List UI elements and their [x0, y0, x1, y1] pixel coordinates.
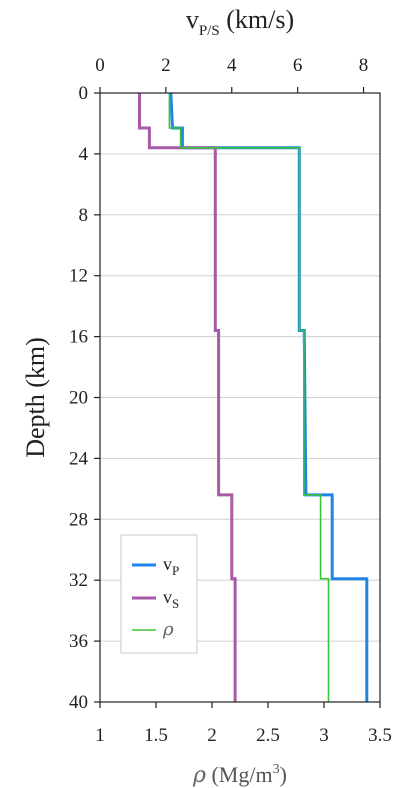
series-line-vs	[138, 93, 237, 702]
y-tick-label-16: 16	[69, 327, 88, 348]
legend-label-vp-sub: P	[172, 563, 179, 578]
top-tick-label-4: 4	[227, 55, 237, 76]
top-tick-label-8: 8	[359, 55, 369, 76]
top-axis-title-sub: P/S	[199, 23, 220, 39]
legend-label-vs: vS	[163, 587, 179, 611]
top-axis-title: vP/S (km/s)	[186, 5, 294, 39]
y-tick-label-24: 24	[69, 448, 89, 469]
y-tick-label-0: 0	[79, 83, 89, 104]
legend-label-vs-main: v	[163, 587, 172, 607]
y-tick-label-40: 40	[69, 692, 88, 713]
gridlines	[100, 153, 380, 642]
y-tick-label-36: 36	[69, 631, 88, 652]
y-tick-label-32: 32	[69, 570, 88, 591]
bottom-axis-title-suffix: )	[280, 762, 287, 787]
legend: vP vS ρ	[120, 534, 198, 654]
y-tick-label-20: 20	[69, 388, 88, 409]
bottom-tick-label-1: 1	[95, 725, 105, 746]
bottom-tick-label-3.5: 3.5	[368, 725, 392, 746]
bottom-axis-title-sup: 3	[273, 762, 280, 777]
bottom-axis-title-symbol: ρ	[192, 763, 206, 788]
legend-label-vp: vP	[163, 554, 179, 578]
bottom-tick-label-3: 3	[319, 725, 329, 746]
bottom-axis-title: ρ (Mg/m3)	[192, 762, 287, 788]
y-tick-label-12: 12	[69, 266, 88, 287]
bottom-tick-label-2.5: 2.5	[256, 725, 280, 746]
top-tick-label-6: 6	[293, 55, 303, 76]
y-tick-label-4: 4	[79, 144, 89, 165]
bottom-axis-title-prefix: (Mg/m	[206, 762, 273, 787]
legend-label-vp-main: v	[163, 554, 172, 574]
legend-box	[120, 534, 198, 654]
bottom-tick-label-2: 2	[207, 725, 217, 746]
top-axis-title-unit: (km/s)	[220, 5, 294, 34]
top-tick-label-2: 2	[161, 55, 171, 76]
y-tick-label-28: 28	[69, 509, 88, 530]
y-tick-label-8: 8	[79, 205, 89, 226]
top-axis-title-main: v	[186, 5, 199, 34]
series-lines	[138, 92, 369, 702]
y-axis-title: Depth (km)	[21, 337, 50, 458]
top-tick-label-0: 0	[95, 55, 105, 76]
legend-label-rho: ρ	[162, 619, 174, 640]
bottom-tick-label-1.5: 1.5	[144, 725, 168, 746]
legend-label-vs-sub: S	[172, 596, 179, 611]
series-line-rho	[168, 93, 330, 702]
